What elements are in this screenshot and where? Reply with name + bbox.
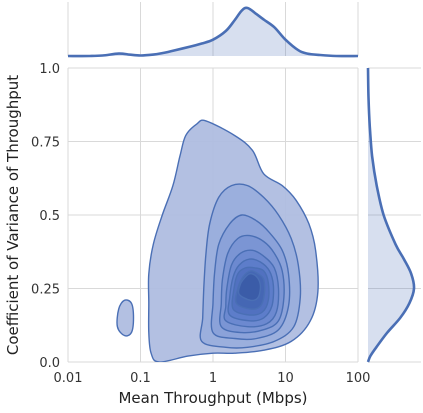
y-tick-label: 0.25: [31, 283, 60, 298]
x-tick-label: 100: [346, 371, 371, 386]
marginal-x-panel: [67, 2, 359, 58]
y-axis-title: Coefficient of Variance of Throughput: [4, 75, 22, 355]
x-tick-label: 0.1: [130, 371, 151, 386]
y-tick-label: 0.75: [31, 136, 60, 151]
x-tick-label: 0.01: [54, 371, 83, 386]
y-tick-label: 0.5: [39, 209, 60, 224]
marginal-y-panel: [366, 67, 421, 363]
y-axis-ticks: 0.0 0.25 0.5 0.75 1.0: [31, 62, 60, 371]
marginal-x-grid: [67, 2, 359, 56]
y-tick-label: 0.0: [39, 356, 60, 371]
x-axis-ticks: 0.01 0.1 1 10 100: [54, 371, 371, 386]
marginal-x-density-line: [67, 6, 359, 58]
x-tick-label: 1: [209, 371, 217, 386]
kde-contours: [116, 119, 319, 362]
marginal-y-density-fill: [368, 68, 415, 362]
main-plot-panel: 0.01 0.1 1 10 100 0.0 0.25 0.5 0.75 1.0 Mean Thr…: [4, 62, 370, 407]
kde-contour-level-9: [237, 273, 262, 302]
x-axis-title: Mean Throughput (Mbps): [118, 389, 307, 407]
marginal-x-density-fill: [68, 7, 358, 57]
y-tick-label: 1.0: [39, 62, 60, 77]
marginal-y-density-line: [366, 67, 416, 363]
marginal-y-grid: [368, 67, 421, 363]
kde-contour-level-1: [116, 299, 135, 337]
x-tick-label: 10: [277, 371, 294, 386]
